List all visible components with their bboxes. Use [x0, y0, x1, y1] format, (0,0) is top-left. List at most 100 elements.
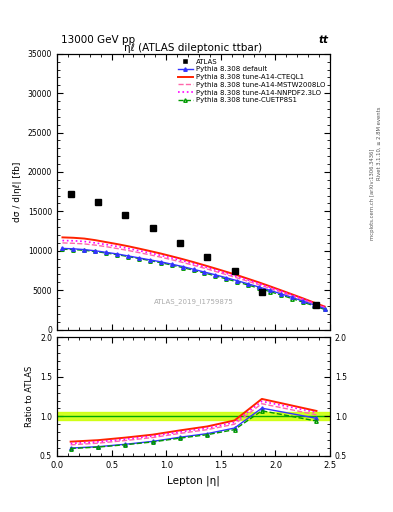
Pythia 8.308 tune-A14-NNPDF2.3LO	[147, 250, 152, 256]
Pythia 8.308 tune-A14-CTEQL1	[126, 243, 130, 249]
Line: Pythia 8.308 default: Pythia 8.308 default	[61, 247, 327, 310]
Pythia 8.308 tune-CUETP8S1	[202, 270, 207, 276]
Pythia 8.308 tune-A14-CTEQL1	[147, 248, 152, 254]
Y-axis label: dσ / d|ηℓ| [fb]: dσ / d|ηℓ| [fb]	[13, 161, 22, 222]
Pythia 8.308 tune-A14-CTEQL1	[158, 250, 163, 257]
Pythia 8.308 tune-A14-CTEQL1	[71, 234, 76, 241]
Pythia 8.308 tune-CUETP8S1	[147, 258, 152, 264]
Pythia 8.308 tune-A14-CTEQL1	[213, 265, 218, 271]
Pythia 8.308 default	[257, 284, 261, 290]
Pythia 8.308 default	[235, 278, 240, 284]
Pythia 8.308 default	[147, 257, 152, 263]
Pythia 8.308 tune-A14-CTEQL1	[180, 256, 185, 262]
Line: Pythia 8.308 tune-A14-NNPDF2.3LO: Pythia 8.308 tune-A14-NNPDF2.3LO	[62, 241, 325, 307]
Pythia 8.308 tune-A14-NNPDF2.3LO	[180, 258, 185, 264]
ATLAS	[259, 289, 264, 295]
Pythia 8.308 tune-A14-MSTW2008LO	[115, 245, 119, 251]
Pythia 8.308 default	[71, 246, 76, 252]
Pythia 8.308 tune-A14-MSTW2008LO	[126, 247, 130, 253]
Pythia 8.308 tune-A14-NNPDF2.3LO	[235, 273, 240, 280]
Pythia 8.308 tune-A14-MSTW2008LO	[169, 257, 174, 263]
Pythia 8.308 tune-A14-NNPDF2.3LO	[71, 238, 76, 244]
Pythia 8.308 default	[82, 246, 87, 252]
Pythia 8.308 tune-A14-CTEQL1	[322, 304, 327, 310]
Pythia 8.308 tune-CUETP8S1	[301, 299, 305, 305]
Pythia 8.308 tune-A14-NNPDF2.3LO	[137, 247, 141, 253]
Pythia 8.308 tune-A14-MSTW2008LO	[82, 241, 87, 247]
Pythia 8.308 tune-CUETP8S1	[71, 246, 76, 252]
Pythia 8.308 tune-A14-CTEQL1	[93, 237, 97, 243]
Pythia 8.308 default	[202, 269, 207, 275]
Text: mcplots.cern.ch [arXiv:1306.3436]: mcplots.cern.ch [arXiv:1306.3436]	[370, 149, 375, 240]
Pythia 8.308 tune-A14-NNPDF2.3LO	[93, 240, 97, 246]
Pythia 8.308 tune-A14-MSTW2008LO	[147, 252, 152, 258]
Pythia 8.308 tune-A14-MSTW2008LO	[191, 262, 196, 268]
Pythia 8.308 tune-A14-CTEQL1	[301, 295, 305, 302]
Pythia 8.308 tune-A14-NNPDF2.3LO	[224, 270, 229, 276]
Pythia 8.308 tune-A14-MSTW2008LO	[257, 282, 261, 288]
Pythia 8.308 tune-A14-MSTW2008LO	[180, 260, 185, 266]
Pythia 8.308 tune-CUETP8S1	[60, 246, 65, 252]
Pythia 8.308 default	[158, 259, 163, 265]
Pythia 8.308 tune-A14-NNPDF2.3LO	[322, 304, 327, 310]
Pythia 8.308 default	[137, 255, 141, 261]
Pythia 8.308 default	[290, 294, 294, 301]
Pythia 8.308 tune-A14-CTEQL1	[257, 280, 261, 286]
Pythia 8.308 tune-CUETP8S1	[126, 253, 130, 260]
Pythia 8.308 default	[60, 245, 65, 251]
Pythia 8.308 default	[268, 287, 272, 293]
Pythia 8.308 tune-A14-NNPDF2.3LO	[213, 267, 218, 273]
Pythia 8.308 tune-A14-CTEQL1	[137, 245, 141, 251]
Pythia 8.308 tune-A14-NNPDF2.3LO	[202, 264, 207, 270]
Pythia 8.308 default	[246, 281, 251, 287]
Title: ηℓ (ATLAS dileptonic ttbar): ηℓ (ATLAS dileptonic ttbar)	[125, 43, 263, 53]
Pythia 8.308 tune-A14-NNPDF2.3LO	[115, 243, 119, 249]
Pythia 8.308 tune-CUETP8S1	[213, 273, 218, 279]
Pythia 8.308 tune-A14-MSTW2008LO	[268, 285, 272, 291]
Pythia 8.308 tune-A14-CTEQL1	[246, 276, 251, 282]
Pythia 8.308 tune-A14-NNPDF2.3LO	[246, 277, 251, 283]
Pythia 8.308 tune-A14-MSTW2008LO	[93, 242, 97, 248]
ATLAS	[314, 302, 319, 308]
ATLAS	[178, 240, 182, 246]
Pythia 8.308 tune-CUETP8S1	[257, 285, 261, 291]
ATLAS	[232, 268, 237, 274]
ATLAS	[205, 253, 209, 260]
Pythia 8.308 tune-A14-CTEQL1	[82, 236, 87, 242]
Pythia 8.308 tune-A14-MSTW2008LO	[290, 293, 294, 299]
Pythia 8.308 default	[180, 264, 185, 270]
Pythia 8.308 tune-A14-MSTW2008LO	[224, 271, 229, 278]
Pythia 8.308 tune-A14-NNPDF2.3LO	[82, 239, 87, 245]
ATLAS	[123, 211, 128, 218]
Pythia 8.308 tune-CUETP8S1	[235, 279, 240, 285]
Line: Pythia 8.308 tune-A14-CTEQL1: Pythia 8.308 tune-A14-CTEQL1	[62, 238, 325, 307]
Pythia 8.308 default	[169, 261, 174, 267]
Pythia 8.308 tune-A14-NNPDF2.3LO	[311, 300, 316, 306]
Text: tt: tt	[318, 35, 328, 45]
Pythia 8.308 tune-A14-MSTW2008LO	[322, 305, 327, 311]
Pythia 8.308 tune-A14-NNPDF2.3LO	[257, 281, 261, 287]
Pythia 8.308 tune-CUETP8S1	[180, 265, 185, 271]
Pythia 8.308 tune-A14-MSTW2008LO	[60, 240, 65, 246]
Pythia 8.308 tune-CUETP8S1	[279, 292, 283, 298]
Pythia 8.308 tune-A14-NNPDF2.3LO	[169, 255, 174, 261]
ATLAS	[95, 199, 100, 205]
Pythia 8.308 tune-A14-NNPDF2.3LO	[126, 245, 130, 251]
Pythia 8.308 tune-A14-MSTW2008LO	[202, 265, 207, 271]
Pythia 8.308 tune-A14-MSTW2008LO	[137, 249, 141, 255]
Pythia 8.308 default	[104, 249, 108, 255]
Pythia 8.308 tune-A14-CTEQL1	[104, 239, 108, 245]
Pythia 8.308 tune-A14-MSTW2008LO	[311, 301, 316, 307]
Pythia 8.308 tune-CUETP8S1	[246, 282, 251, 288]
Pythia 8.308 tune-A14-NNPDF2.3LO	[268, 284, 272, 290]
Pythia 8.308 tune-CUETP8S1	[169, 262, 174, 268]
Pythia 8.308 tune-A14-MSTW2008LO	[71, 240, 76, 246]
Text: 13000 GeV pp: 13000 GeV pp	[61, 35, 135, 45]
Pythia 8.308 tune-A14-NNPDF2.3LO	[301, 296, 305, 302]
Pythia 8.308 tune-CUETP8S1	[311, 303, 316, 309]
Text: ATLAS_2019_I1759875: ATLAS_2019_I1759875	[154, 298, 233, 305]
Pythia 8.308 default	[311, 302, 316, 308]
Pythia 8.308 tune-A14-CTEQL1	[268, 283, 272, 289]
Pythia 8.308 tune-CUETP8S1	[268, 289, 272, 295]
Pythia 8.308 tune-A14-NNPDF2.3LO	[191, 261, 196, 267]
